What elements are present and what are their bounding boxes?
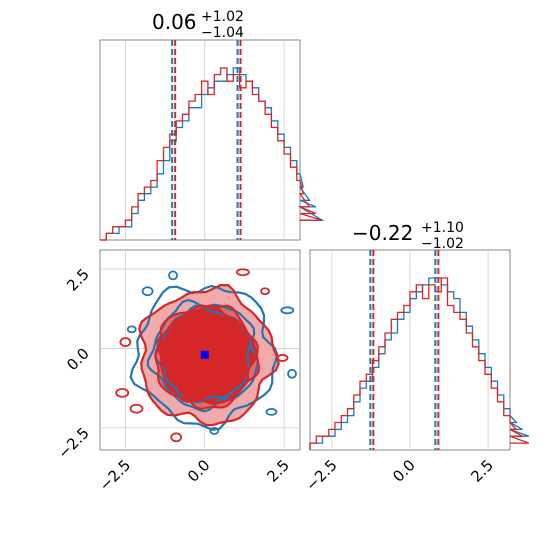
contour-island-red [170, 432, 183, 443]
param2-histogram-panel: −0.22 +1.10 −1.02 −2.5 0.0 2.5 [302, 220, 530, 495]
quantile-lines [171, 40, 242, 240]
param1-title-minus: −1.04 [201, 25, 244, 41]
contour-island-blue [126, 325, 137, 334]
x-tick-label: −2.5 [96, 456, 134, 494]
x-tick-label: −2.5 [302, 456, 340, 494]
y-tick-label: 2.5 [63, 265, 93, 295]
y-tick-labels: 2.5 0.0 −2.5 [54, 265, 92, 462]
joint-contour-panel: 2.5 0.0 −2.5 −2.5 0.0 2.5 [54, 249, 301, 495]
param2-title: −0.22 [352, 221, 413, 245]
contour-island-red [260, 287, 270, 296]
param1-title: 0.06 [152, 10, 197, 34]
param2-title-minus: −1.02 [421, 236, 464, 252]
param1-histogram-panel: 0.06 +1.02 −1.04 [99, 9, 325, 241]
contour-island-blue [209, 427, 220, 435]
quantile-lines [369, 250, 440, 450]
contour-island-red [235, 268, 250, 277]
panel-frame [99, 39, 301, 241]
y-tick-label: −2.5 [54, 424, 92, 462]
x-tick-labels: −2.5 0.0 2.5 [302, 456, 497, 494]
x-tick-label: 0.0 [184, 456, 214, 486]
contour-island-red [115, 387, 130, 398]
x-tick-label: 2.5 [467, 456, 497, 486]
x-tick-label: 0.0 [389, 456, 419, 486]
y-tick-label: 0.0 [63, 345, 93, 375]
grid [331, 250, 489, 450]
contour-island-blue [280, 306, 295, 315]
contour-island-blue [168, 270, 178, 281]
param2-median: −0.22 [352, 221, 413, 245]
contour-line-red [138, 284, 280, 427]
series-red-histogram [100, 67, 323, 241]
x-tick-label: 2.5 [263, 456, 293, 486]
param2-title-plus: +1.10 [421, 220, 464, 236]
contour-line-red [154, 304, 261, 410]
param1-title-plus: +1.02 [201, 9, 244, 25]
param1-median: 0.06 [152, 10, 197, 34]
contour-line-blue [129, 284, 279, 431]
contour-island-red [119, 337, 132, 347]
truth-marker [200, 350, 209, 359]
contour-island-blue [265, 408, 278, 416]
contour-line-red [156, 304, 258, 405]
contour-island-blue [141, 286, 154, 297]
series-red-histogram [309, 277, 530, 450]
contour-island-red [276, 354, 289, 362]
contour-island-red [129, 403, 144, 414]
x-tick-labels: −2.5 0.0 2.5 [96, 456, 293, 494]
contour-island-blue [287, 368, 297, 379]
